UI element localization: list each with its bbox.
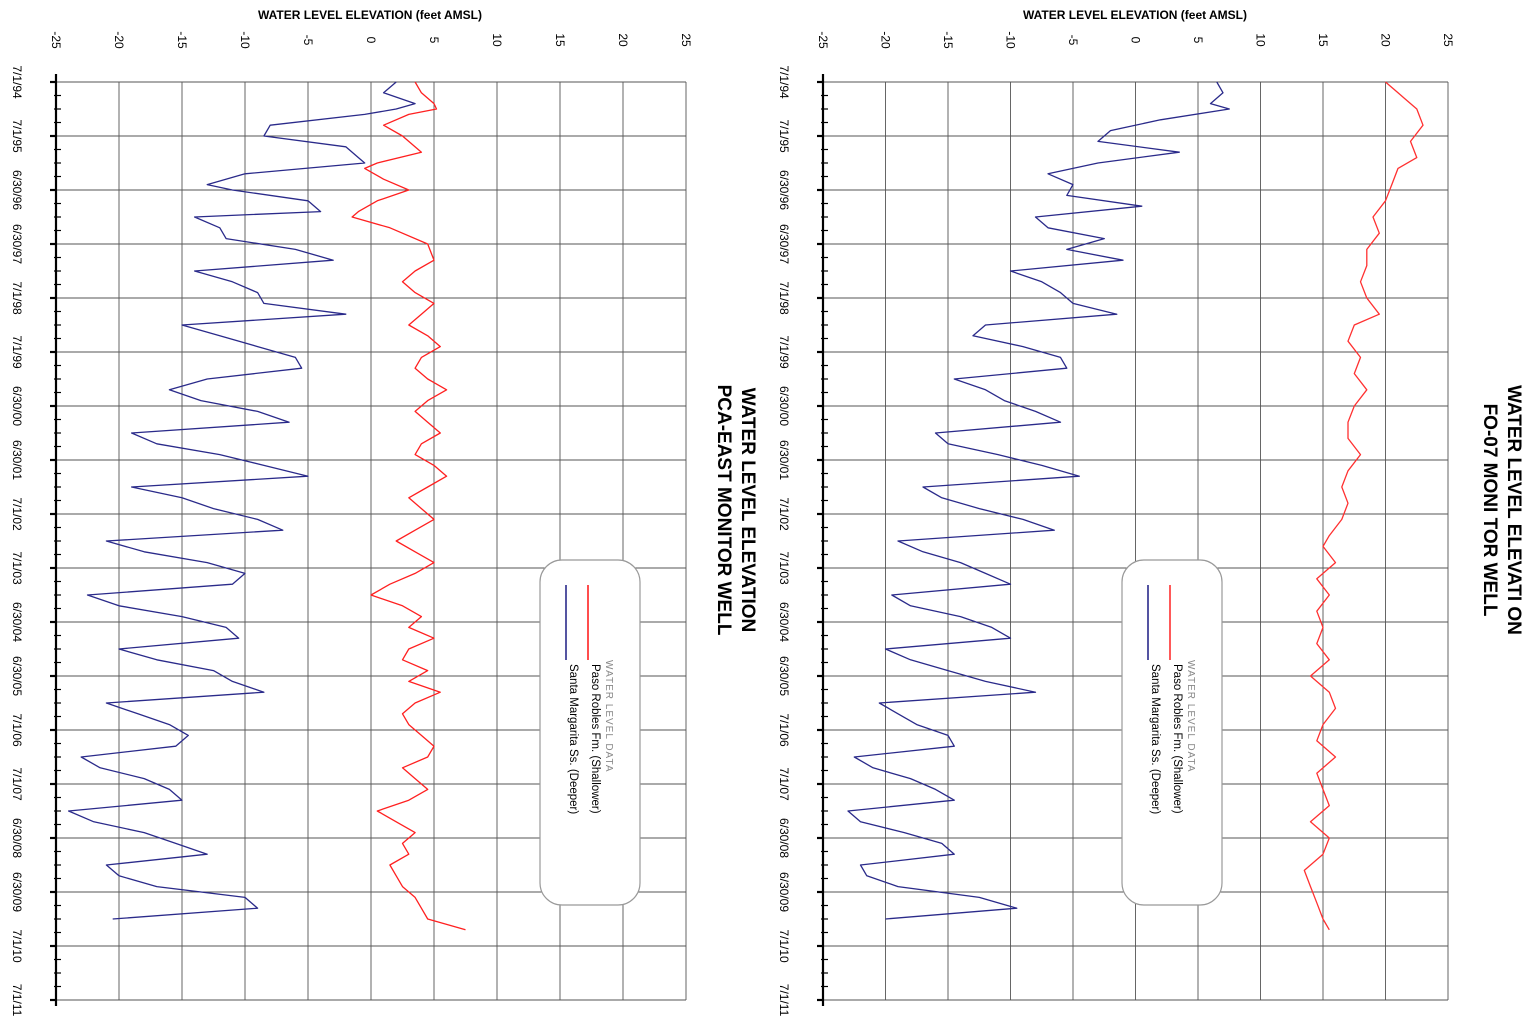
date-tick-label: 6/30/09 bbox=[10, 872, 24, 912]
date-tick-label: 7/1/95 bbox=[10, 119, 24, 153]
chart-pca-east: -25 -20 -15 -10 -5 0 5 10 15 20 25 7/1/94 7/1/95 6/30… bbox=[10, 31, 693, 1016]
legend-item-label: Santa Margarita Ss. (Deeper) bbox=[567, 664, 579, 814]
value-tick-label: -20 bbox=[879, 31, 893, 49]
date-tick-label: 7/1/07 bbox=[10, 767, 24, 801]
date-tick-label: 7/1/99 bbox=[777, 335, 791, 369]
chart-fo-07: -25 -20 -15 -10 -5 0 5 10 15 20 25 7/1/94 7/1/95 6/30… bbox=[777, 31, 1455, 1016]
date-tick-label: 6/30/08 bbox=[777, 818, 791, 858]
value-tick-label: -5 bbox=[1066, 35, 1080, 46]
date-tick-label: 6/30/01 bbox=[10, 440, 24, 480]
date-tick-label: 6/30/09 bbox=[777, 872, 791, 912]
value-tick-label: 10 bbox=[1254, 33, 1268, 47]
date-tick-label: 7/1/07 bbox=[777, 767, 791, 801]
date-tick-label: 6/30/04 bbox=[777, 602, 791, 642]
date-tick-label: 7/1/94 bbox=[777, 65, 791, 99]
value-tick-label: -15 bbox=[175, 31, 189, 49]
date-tick-label: 7/1/06 bbox=[777, 713, 791, 747]
value-tick-label: 0 bbox=[1129, 37, 1143, 44]
legend-box bbox=[539, 559, 641, 906]
series-line-paso-robles bbox=[1303, 81, 1424, 931]
value-tick-label: 10 bbox=[490, 33, 504, 47]
chart-title-line1-pca-east: WATER LEVEL ELEVATION bbox=[737, 388, 758, 633]
value-tick-label: 20 bbox=[616, 33, 630, 47]
value-tick-label: 15 bbox=[1316, 33, 1330, 47]
legend-box bbox=[1121, 559, 1223, 906]
date-tick-label: 7/1/11 bbox=[777, 984, 791, 1017]
value-tick-label: -5 bbox=[301, 35, 315, 46]
value-tick-label: 0 bbox=[364, 37, 378, 44]
value-tick-label: -25 bbox=[49, 31, 63, 49]
date-tick-label: 7/1/03 bbox=[777, 551, 791, 585]
date-tick-label: 6/30/96 bbox=[10, 170, 24, 210]
date-tick-label: 7/1/98 bbox=[10, 281, 24, 315]
value-tick-label: 20 bbox=[1379, 33, 1393, 47]
chart-title-line2-pca-east: PCA-EAST MONITOR WELL bbox=[713, 385, 734, 636]
date-tick-label: 6/30/05 bbox=[10, 656, 24, 696]
date-tick-label: 7/1/99 bbox=[10, 335, 24, 369]
date-tick-label: 7/1/02 bbox=[10, 497, 24, 531]
value-tick-label: -10 bbox=[1004, 31, 1018, 49]
date-tick-label: 6/30/05 bbox=[777, 656, 791, 696]
date-tick-label: 6/30/00 bbox=[10, 386, 24, 426]
date-tick-label: 6/30/97 bbox=[777, 224, 791, 264]
date-tick-label: 7/1/10 bbox=[10, 929, 24, 963]
date-tick-label: 7/1/11 bbox=[10, 984, 24, 1017]
series-line-santa-margarita bbox=[67, 81, 416, 920]
value-tick-label: 25 bbox=[679, 33, 693, 47]
date-tick-label: 7/1/98 bbox=[777, 281, 791, 315]
date-tick-label: 6/30/97 bbox=[10, 224, 24, 264]
date-tick-label: 6/30/01 bbox=[777, 440, 791, 480]
y-axis-label-pca-east: WATER LEVEL ELEVATION (feet AMSL) bbox=[258, 8, 482, 22]
date-tick-label: 7/1/06 bbox=[10, 713, 24, 747]
date-tick-label: 7/1/94 bbox=[10, 65, 24, 99]
legend-item-label: Paso Robles Fm. (Shallower) bbox=[589, 664, 601, 814]
chart-title-line2-fo-07: FO-07 MONI TOR WELL bbox=[1479, 404, 1500, 617]
series-line-santa-margarita bbox=[847, 81, 1230, 920]
value-tick-label: -20 bbox=[112, 31, 126, 49]
legend-item-label: Santa Margarita Ss. (Deeper) bbox=[1149, 664, 1161, 814]
date-tick-label: 7/1/95 bbox=[777, 119, 791, 153]
date-tick-label: 6/30/08 bbox=[10, 818, 24, 858]
series-line-paso-robles bbox=[351, 81, 466, 931]
date-tick-label: 7/1/10 bbox=[777, 929, 791, 963]
date-tick-label: 6/30/04 bbox=[10, 602, 24, 642]
legend-title: WATER LEVEL DATA bbox=[603, 660, 614, 773]
legend-title: WATER LEVEL DATA bbox=[1185, 660, 1196, 773]
legend-item-label: Paso Robles Fm. (Shallower) bbox=[1171, 664, 1183, 814]
value-tick-label: -25 bbox=[816, 31, 830, 49]
date-tick-label: 6/30/00 bbox=[777, 386, 791, 426]
value-tick-label: 25 bbox=[1441, 33, 1455, 47]
date-tick-label: 7/1/03 bbox=[10, 551, 24, 585]
chart-title-line1-fo-07: WATER LEVEL ELEVATI ON bbox=[1503, 385, 1524, 635]
value-tick-label: -10 bbox=[238, 31, 252, 49]
value-tick-label: -15 bbox=[941, 31, 955, 49]
value-tick-label: 15 bbox=[553, 33, 567, 47]
y-axis-label-fo-07: WATER LEVEL ELEVATION (feet AMSL) bbox=[1023, 8, 1247, 22]
date-tick-label: 6/30/96 bbox=[777, 170, 791, 210]
value-tick-label: 5 bbox=[1191, 37, 1205, 44]
date-tick-label: 7/1/02 bbox=[777, 497, 791, 531]
value-tick-label: 5 bbox=[427, 37, 441, 44]
